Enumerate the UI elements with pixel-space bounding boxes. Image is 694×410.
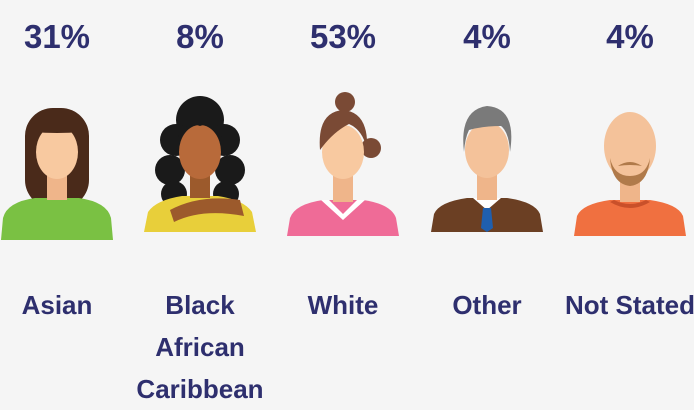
percentage: 31%	[0, 18, 127, 56]
person-icon	[0, 90, 127, 240]
group-column: 4% Other	[417, 0, 557, 400]
percentage: 53%	[273, 18, 413, 56]
group-column: 53% White	[273, 0, 413, 400]
group-column: 4% Not Stated	[560, 0, 694, 400]
label: White	[273, 284, 413, 326]
label: Other	[417, 284, 557, 326]
percentage: 4%	[417, 18, 557, 56]
person-icon	[130, 90, 270, 240]
label: Black African Caribbean	[130, 284, 270, 410]
person-icon	[273, 90, 413, 240]
label: Asian	[0, 284, 127, 326]
percentage: 4%	[560, 18, 694, 56]
label: Not Stated	[560, 284, 694, 326]
page: 31% Asian 8% Black African Caribbean 53%…	[0, 0, 694, 400]
person-icon	[560, 90, 694, 240]
group-column: 31% Asian	[0, 0, 127, 400]
group-column: 8% Black African Caribbean	[130, 0, 270, 400]
person-icon	[417, 90, 557, 240]
percentage: 8%	[130, 18, 270, 56]
